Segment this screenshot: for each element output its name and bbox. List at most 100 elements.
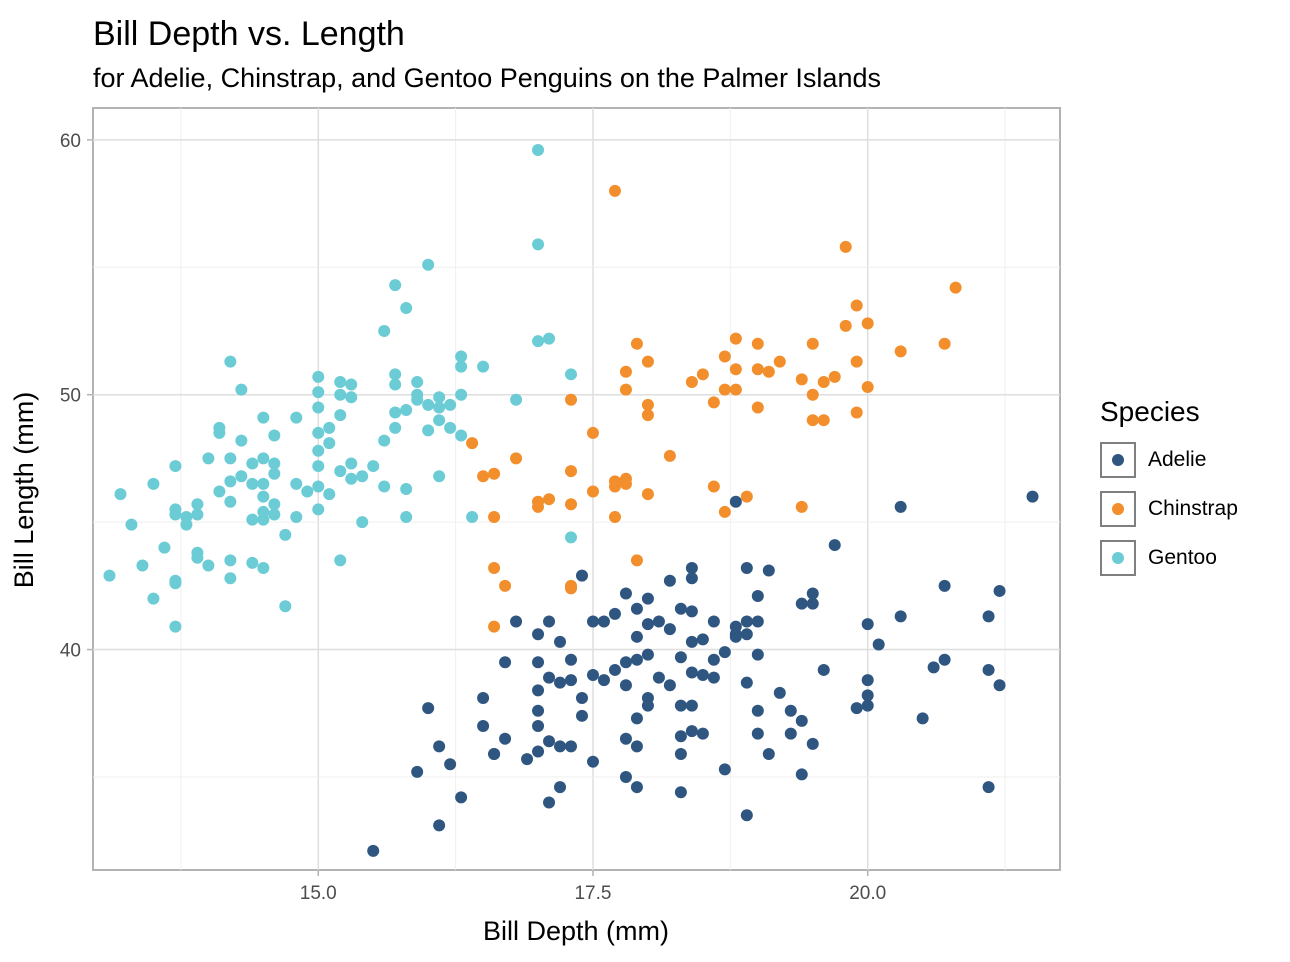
data-point-adelie	[630, 740, 643, 753]
y-tick-label: 50	[60, 386, 81, 407]
legend: Species Adelie Chinstrap Gentoo	[1100, 395, 1238, 582]
data-point-adelie	[543, 671, 556, 684]
data-point-chinstrap	[861, 381, 874, 394]
data-point-gentoo	[345, 457, 358, 470]
legend-item-adelie: Adelie	[1100, 435, 1238, 484]
data-point-adelie	[773, 686, 786, 699]
data-point-gentoo	[279, 600, 292, 613]
data-point-adelie	[554, 781, 567, 794]
data-point-gentoo	[257, 411, 270, 424]
legend-dot-gentoo	[1112, 551, 1124, 564]
data-point-adelie	[982, 663, 995, 676]
grid-lines	[93, 108, 1060, 870]
data-point-gentoo	[378, 324, 391, 337]
data-point-adelie	[499, 732, 512, 745]
data-point-chinstrap	[817, 375, 830, 388]
data-point-adelie	[619, 679, 632, 692]
data-point-adelie	[543, 735, 556, 748]
data-point-chinstrap	[630, 337, 643, 350]
data-point-gentoo	[389, 279, 402, 292]
data-point-adelie	[630, 653, 643, 666]
legend-label: Adelie	[1148, 447, 1207, 471]
data-point-adelie	[532, 684, 545, 697]
data-point-adelie	[740, 615, 753, 628]
data-point-gentoo	[510, 393, 523, 406]
data-point-adelie	[751, 648, 764, 661]
data-point-adelie	[674, 730, 687, 743]
data-point-gentoo	[202, 452, 215, 465]
data-point-adelie	[685, 666, 698, 679]
data-point-adelie	[674, 651, 687, 664]
data-point-adelie	[422, 702, 435, 715]
data-point-adelie	[630, 630, 643, 643]
data-point-gentoo	[169, 508, 182, 521]
data-point-gentoo	[323, 437, 336, 450]
x-tick-label: 20.0	[849, 883, 886, 904]
data-point-gentoo	[532, 144, 545, 157]
data-point-chinstrap	[608, 480, 621, 493]
data-point-gentoo	[422, 258, 435, 271]
data-point-gentoo	[301, 485, 314, 498]
data-point-gentoo	[169, 577, 182, 590]
y-tick-label: 60	[60, 131, 81, 152]
data-point-chinstrap	[488, 620, 501, 633]
data-point-gentoo	[433, 401, 446, 414]
data-point-adelie	[630, 781, 643, 794]
data-point-chinstrap	[861, 317, 874, 330]
data-point-chinstrap	[751, 337, 764, 350]
data-point-adelie	[916, 712, 929, 725]
data-point-adelie	[685, 725, 698, 738]
data-point-gentoo	[455, 360, 468, 373]
data-point-adelie	[663, 623, 676, 636]
data-point-adelie	[740, 628, 753, 641]
data-point-gentoo	[257, 477, 270, 490]
data-point-gentoo	[246, 513, 259, 526]
data-point-gentoo	[224, 495, 237, 508]
data-point-adelie	[729, 495, 742, 508]
data-point-adelie	[762, 564, 775, 577]
legend-label: Chinstrap	[1148, 496, 1238, 520]
data-point-gentoo	[356, 470, 369, 483]
data-point-adelie	[630, 602, 643, 615]
data-point-adelie	[861, 674, 874, 687]
data-point-chinstrap	[641, 488, 654, 501]
data-point-adelie	[861, 618, 874, 631]
data-point-adelie	[532, 704, 545, 717]
data-point-adelie	[619, 587, 632, 600]
x-axis-ticks: 15.0 17.5 20.0	[300, 870, 886, 904]
data-point-chinstrap	[795, 373, 808, 386]
data-point-adelie	[641, 699, 654, 712]
data-point-gentoo	[312, 426, 325, 439]
data-point-adelie	[543, 615, 556, 628]
data-point-chinstrap	[488, 467, 501, 480]
data-point-chinstrap	[619, 477, 632, 490]
data-point-gentoo	[257, 562, 270, 575]
data-point-gentoo	[455, 429, 468, 442]
data-point-gentoo	[378, 434, 391, 447]
data-point-gentoo	[433, 414, 446, 427]
data-point-chinstrap	[630, 554, 643, 567]
data-point-adelie	[993, 679, 1006, 692]
data-point-adelie	[532, 720, 545, 733]
data-point-chinstrap	[641, 409, 654, 422]
data-point-gentoo	[268, 429, 281, 442]
data-point-adelie	[806, 587, 819, 600]
data-point-gentoo	[389, 421, 402, 434]
data-point-gentoo	[290, 411, 303, 424]
data-point-gentoo	[235, 470, 248, 483]
data-point-gentoo	[312, 444, 325, 457]
chart-subtitle: for Adelie, Chinstrap, and Gentoo Pengui…	[93, 63, 881, 93]
data-point-gentoo	[235, 383, 248, 396]
data-point-gentoo	[345, 391, 358, 404]
data-point-adelie	[575, 709, 588, 722]
data-point-adelie	[543, 796, 556, 809]
data-point-chinstrap	[806, 337, 819, 350]
data-point-gentoo	[345, 472, 358, 485]
data-point-adelie	[751, 615, 764, 628]
data-point-gentoo	[334, 465, 347, 478]
data-point-adelie	[795, 768, 808, 781]
data-point-chinstrap	[565, 582, 578, 595]
data-point-chinstrap	[751, 363, 764, 376]
data-point-adelie	[433, 740, 446, 753]
data-point-chinstrap	[477, 470, 490, 483]
